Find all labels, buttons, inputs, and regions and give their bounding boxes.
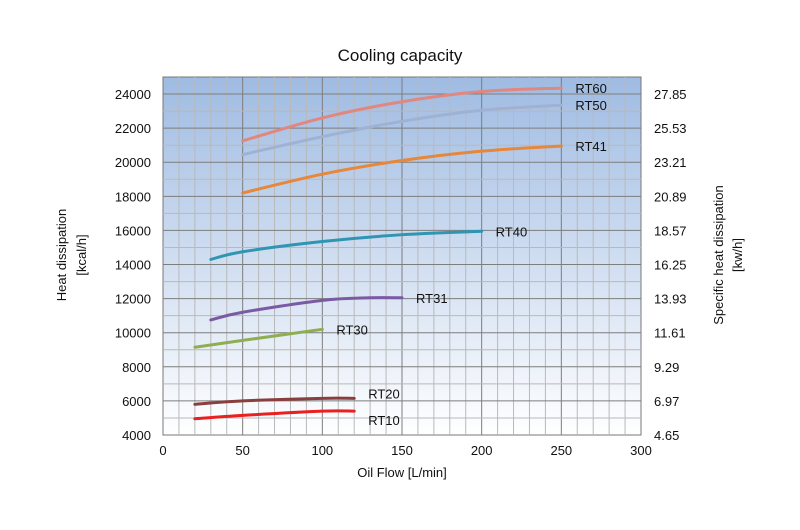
x-tick-label: 250: [550, 443, 572, 458]
series-label-rt40: RT40: [496, 224, 528, 239]
series-label-rt60: RT60: [575, 81, 607, 96]
y2-tick-label: 13.93: [654, 292, 687, 307]
x-tick-label: 100: [311, 443, 333, 458]
series-label-rt50: RT50: [575, 98, 607, 113]
x-tick-label: 0: [159, 443, 166, 458]
x-tick-label: 300: [630, 443, 652, 458]
y-tick-label: 20000: [115, 155, 151, 170]
y-tick-label: 22000: [115, 121, 151, 136]
x-axis-title: Oil Flow [L/min]: [357, 465, 447, 480]
y2-tick-label: 6.97: [654, 394, 679, 409]
series-line-rt20: [193, 396, 356, 406]
y2-axis-title: Specific heat dissipation: [711, 185, 726, 324]
series-line-rt60: [241, 86, 563, 143]
chart-title: Cooling capacity: [338, 46, 463, 65]
y-tick-label: 4000: [122, 428, 151, 443]
y-tick-label: 16000: [115, 223, 151, 238]
series-line-rt50: [241, 103, 563, 157]
x-tick-label: 200: [471, 443, 493, 458]
y-tick-label: 14000: [115, 258, 151, 273]
grid: [163, 77, 641, 435]
y2-tick-label: 4.65: [654, 428, 679, 443]
series-label-rt30: RT30: [336, 322, 368, 337]
y2-tick-label: 27.85: [654, 87, 687, 102]
y2-tick-label: 16.25: [654, 258, 687, 273]
y-tick-label: 10000: [115, 326, 151, 341]
series-label-rt10: RT10: [368, 413, 400, 428]
y2-tick-label: 20.89: [654, 189, 687, 204]
y-tick-label: 12000: [115, 292, 151, 307]
y-axis-title: Heat dissipation: [54, 209, 69, 302]
y2-tick-label: 23.21: [654, 155, 687, 170]
series-labels: RT60 RT50 RT41 RT40 RT31 RT30 RT20 RT10: [336, 81, 607, 428]
y-tick-label: 6000: [122, 394, 151, 409]
y2-axis-unit: [kw/h]: [730, 238, 745, 272]
y-tick-label: 8000: [122, 360, 151, 375]
y2-tick-label: 25.53: [654, 121, 687, 136]
y2-tick-label: 18.57: [654, 223, 687, 238]
x-tick-label: 50: [235, 443, 249, 458]
y2-tick-label: 11.61: [654, 326, 686, 341]
y-tick-label: 18000: [115, 189, 151, 204]
series-label-rt20: RT20: [368, 386, 400, 401]
tick-labels: 0 50 100 150 200 250 300 4000 6000 8000 10000 12000…: [115, 87, 687, 458]
y-tick-label: 24000: [115, 87, 151, 102]
series-line-rt10: [193, 409, 356, 421]
series-label-rt31: RT31: [416, 291, 448, 306]
series-line-rt40: [209, 229, 484, 261]
series-lines: [193, 86, 563, 421]
series-line-rt41: [241, 144, 563, 195]
series-label-rt41: RT41: [575, 139, 607, 154]
x-tick-label: 150: [391, 443, 413, 458]
series-line-rt30: [193, 327, 324, 349]
y-axis-unit: [kcal/h]: [74, 234, 89, 275]
series-line-rt31: [209, 296, 404, 322]
y2-tick-label: 9.29: [654, 360, 679, 375]
